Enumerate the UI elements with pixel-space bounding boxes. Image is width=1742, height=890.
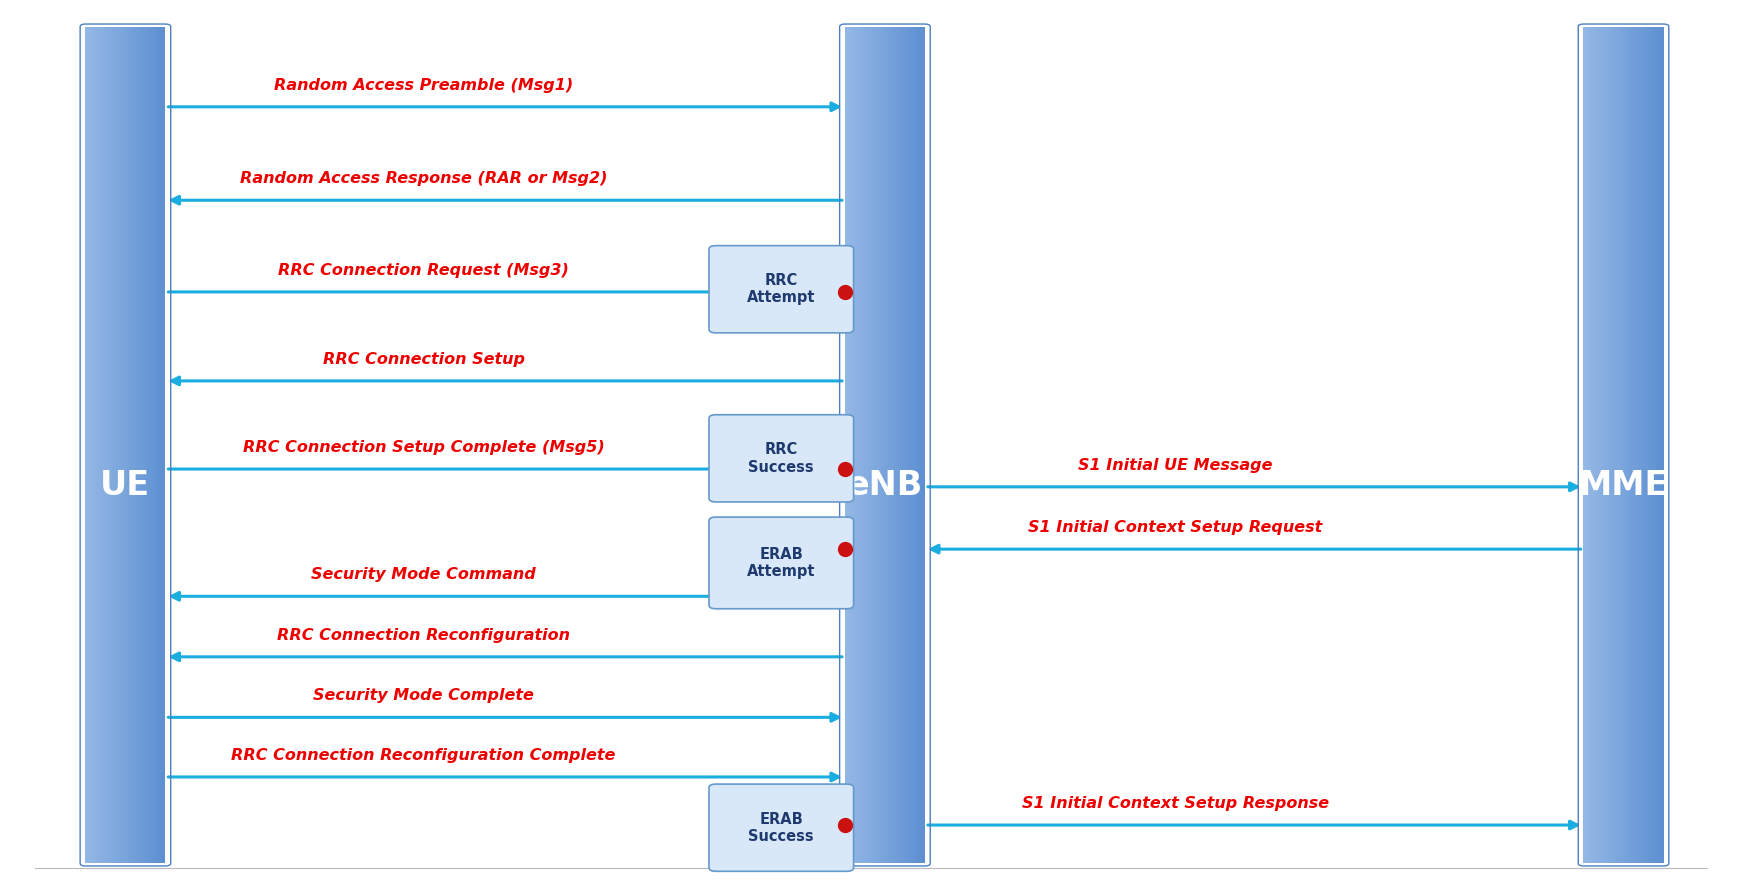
Text: Security Mode Complete: Security Mode Complete: [314, 688, 535, 703]
Text: UE: UE: [101, 468, 150, 502]
Text: MME: MME: [1578, 468, 1669, 502]
FancyBboxPatch shape: [709, 246, 854, 333]
Text: RRC
Success: RRC Success: [749, 442, 814, 474]
Text: ERAB
Attempt: ERAB Attempt: [747, 546, 815, 579]
Text: RRC Connection Reconfiguration Complete: RRC Connection Reconfiguration Complete: [232, 748, 617, 763]
Text: RRC Connection Request (Msg3): RRC Connection Request (Msg3): [279, 263, 570, 278]
Text: S1 Initial Context Setup Request: S1 Initial Context Setup Request: [1028, 520, 1322, 535]
Text: RRC Connection Setup Complete (Msg5): RRC Connection Setup Complete (Msg5): [242, 440, 604, 455]
Text: Random Access Response (RAR or Msg2): Random Access Response (RAR or Msg2): [240, 171, 608, 186]
Text: S1 Initial UE Message: S1 Initial UE Message: [1078, 457, 1272, 473]
Text: Security Mode Command: Security Mode Command: [312, 567, 537, 582]
Point: [831, 285, 859, 299]
Text: Random Access Preamble (Msg1): Random Access Preamble (Msg1): [273, 77, 573, 93]
Text: RRC Connection Reconfiguration: RRC Connection Reconfiguration: [277, 627, 570, 643]
Point: [831, 542, 859, 556]
Text: RRC
Attempt: RRC Attempt: [747, 273, 815, 305]
FancyBboxPatch shape: [709, 517, 854, 609]
Point: [831, 462, 859, 476]
Text: eNB: eNB: [847, 468, 923, 502]
Text: ERAB
Success: ERAB Success: [749, 812, 814, 844]
FancyBboxPatch shape: [709, 415, 854, 502]
Text: S1 Initial Context Setup Response: S1 Initial Context Setup Response: [1021, 796, 1329, 811]
FancyBboxPatch shape: [709, 784, 854, 871]
Text: RRC Connection Setup: RRC Connection Setup: [322, 352, 524, 367]
Point: [831, 818, 859, 832]
